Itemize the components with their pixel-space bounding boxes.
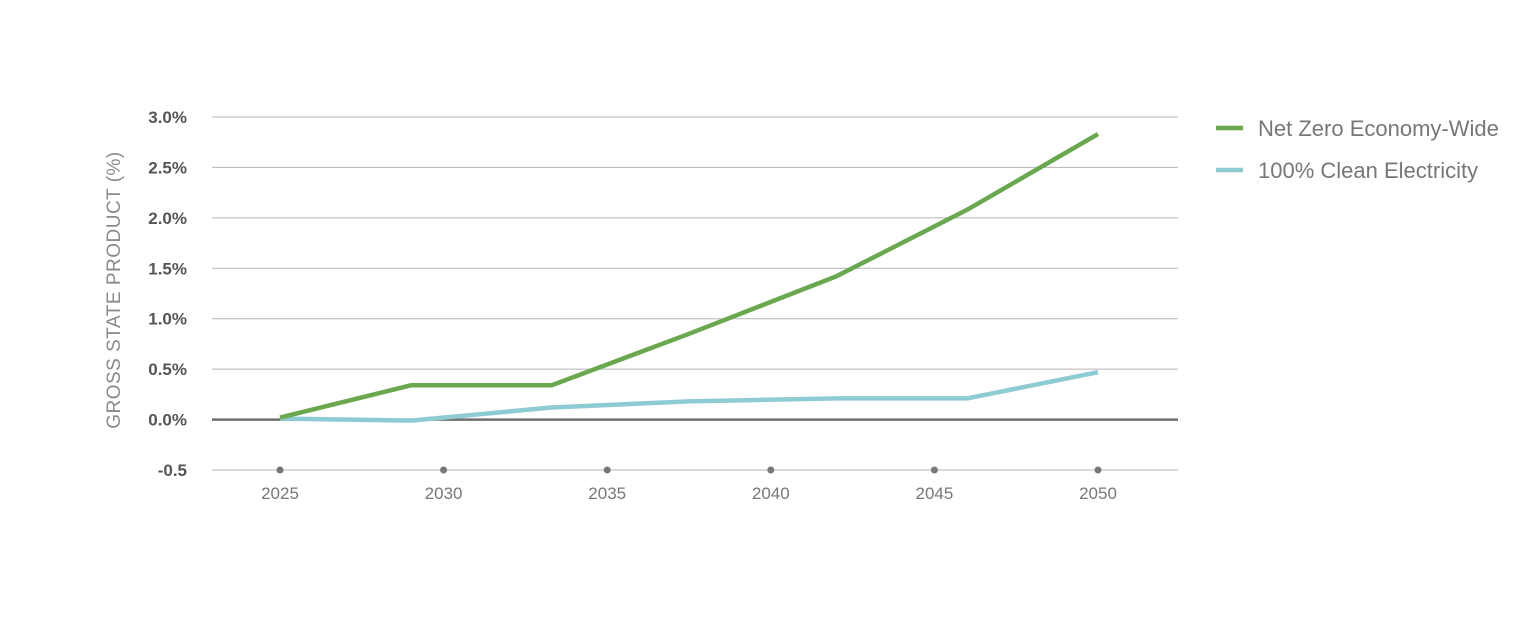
y-tick-label: 0.5% (148, 360, 187, 379)
x-tick-dot (276, 466, 284, 474)
x-tick-dot (1094, 466, 1102, 474)
y-axis-ticks: -0.5 0.0% 0.5% 1.0% 1.5% 2.0% 2.5% 3.0% (148, 108, 187, 480)
series-lines (279, 132, 1100, 423)
x-tick-label: 2035 (588, 484, 626, 503)
x-tick-label: 2050 (1079, 484, 1117, 503)
x-tick-label: 2025 (261, 484, 299, 503)
legend-label: Net Zero Economy-Wide (1258, 116, 1499, 141)
x-tick-dot (440, 466, 448, 474)
series-line-1 (279, 369, 1099, 423)
x-tick-dot (603, 466, 611, 474)
y-tick-label: 1.0% (148, 310, 187, 329)
x-tick-label: 2045 (915, 484, 953, 503)
x-tick-dot (930, 466, 938, 474)
x-axis-ticks: 2025 2030 2035 2040 2045 2050 (261, 466, 1117, 503)
x-tick-dot (767, 466, 775, 474)
x-tick-label: 2030 (425, 484, 463, 503)
y-tick-label: 3.0% (148, 108, 187, 127)
y-tick-label: 2.5% (148, 158, 187, 177)
y-tick-label: 2.0% (148, 209, 187, 228)
y-tick-label: 0.0% (148, 411, 187, 430)
y-tick-label: 1.5% (148, 259, 187, 278)
series-line-0 (279, 132, 1100, 420)
x-tick-label: 2040 (752, 484, 790, 503)
legend: Net Zero Economy-Wide 100% Clean Electric… (1216, 116, 1499, 183)
y-tick-label: -0.5 (158, 461, 187, 480)
y-axis-label: GROSS STATE PRODUCT (%) (104, 151, 125, 429)
legend-label: 100% Clean Electricity (1258, 158, 1478, 183)
